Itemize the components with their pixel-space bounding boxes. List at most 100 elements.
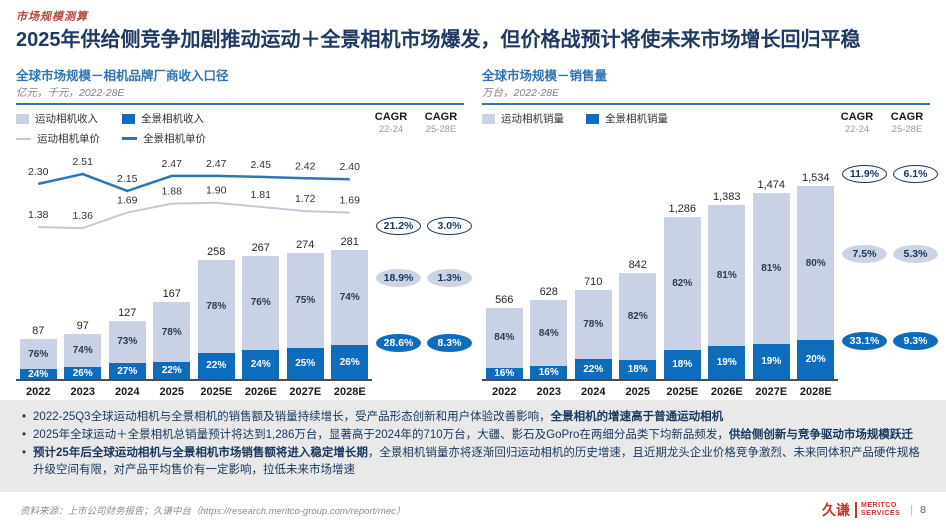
legend-label: 全景相机收入 xyxy=(141,113,204,125)
bar-segment: 18% xyxy=(663,349,701,379)
bar-total-label: 1,474 xyxy=(757,179,786,192)
bar-total-label: 274 xyxy=(296,239,315,251)
eyebrow-label: 市场规模测算 xyxy=(16,11,88,23)
bar-column: 87 76% 24% xyxy=(16,151,61,380)
cagr-col: CAGR 25-28E xyxy=(418,111,464,135)
legend-row: 运动相机收入 全景相机收入运动相机单价 全景相机单价 CAGR 22-24 CAGR… xyxy=(16,111,464,149)
legend-item: 全景相机单价 xyxy=(122,131,206,146)
x-axis-label: 2022 xyxy=(26,386,51,398)
bar-segment: 27% xyxy=(108,363,146,379)
bar-segment: 25% xyxy=(286,347,324,379)
bar-column: 167 78% 22% xyxy=(150,151,195,379)
bar-total-label: 1,534 xyxy=(801,171,830,184)
bar-segment: 26% xyxy=(331,345,369,379)
bar-column: 1,383 81% 19% xyxy=(705,151,750,379)
panel-rule xyxy=(482,103,930,105)
bar-segment: 22% xyxy=(153,362,191,379)
bar-total-label: 628 xyxy=(539,285,558,298)
legend-label: 全景相机单价 xyxy=(143,133,206,145)
revenue-chart-panel: 全球市场规模－相机品牌厂商收入口径 亿元，千元，2022-28E 运动相机收入全… xyxy=(16,65,472,414)
bar-plot: 566 84% 16% 628 84% 16% 710 78% 22% 842 82% 18% 1,28… xyxy=(482,151,838,381)
legend-item: 运动相机收入 xyxy=(16,111,100,126)
page-title: 2025年供给侧竞争加剧推动运动＋全景相机市场爆发，但价格战预计将使未来市场增长… xyxy=(16,29,861,51)
x-axis-label: 2025E xyxy=(200,386,233,398)
bullet-span: ，全景相机销量亦将逐渐回归运动相机的历史增速，且近期龙头企业价格竞争激烈、未来同… xyxy=(33,446,920,477)
bullet-emphasis: 预计25年后全球运动相机与全景相机市场销售额将进入稳定增长期 xyxy=(33,446,368,459)
bar-segment: 22% xyxy=(574,359,612,379)
bar-total-label: 281 xyxy=(340,235,359,248)
bar-total-label: 566 xyxy=(495,293,514,306)
legend-label: 全景相机销量 xyxy=(605,113,668,125)
bar-segment: 82% xyxy=(663,216,701,350)
cagr-col: CAGR 22-24 xyxy=(368,111,414,135)
x-axis-label: 2023 xyxy=(70,386,95,398)
cagr-badge: 28.6% xyxy=(376,334,421,352)
cagr-bubbles: 11.9% 6.1% 7.5% 5.3% 33.1% 9.3% xyxy=(842,151,938,381)
cagr-badge: 33.1% xyxy=(842,332,887,350)
page-divider: | xyxy=(910,504,914,516)
cagr-badge: 5.3% xyxy=(893,245,938,263)
legend-item: 全景相机销量 xyxy=(586,111,668,126)
bullet-span: 2025年全球运动＋全景相机总销量预计将达到1,286万台，显著高于2024年的… xyxy=(33,428,729,441)
bar-segment: 78% xyxy=(197,260,235,353)
legend-item: 运动相机单价 xyxy=(16,131,100,146)
x-axis-label: 2027E xyxy=(289,386,322,398)
bar-segment: 16% xyxy=(530,366,568,379)
bullet-item: • 预计25年后全球运动相机与全景相机市场销售额将进入稳定增长期，全景相机销量亦将… xyxy=(22,445,920,481)
x-axis-label: 2028E xyxy=(333,386,366,398)
bullet-text: 2022-25Q3全球运动相机与全景相机的销售额及销量持续增长，受产品形态创新和… xyxy=(33,409,723,427)
bar-total-label: 87 xyxy=(32,325,45,338)
bar-total-label: 127 xyxy=(118,306,137,319)
line-blue-legend-swatch xyxy=(122,137,137,140)
bar-segment: 81% xyxy=(752,193,790,344)
x-axis-label: 2025E xyxy=(666,386,699,398)
cagr-col: CAGR 25-28E xyxy=(884,111,930,135)
bullet-text: 2025年全球运动＋全景相机总销量预计将达到1,286万台，显著高于2024年的… xyxy=(33,427,913,445)
bar-total-label: 97 xyxy=(76,320,89,333)
chart-subtitle: 亿元，千元，2022-28E xyxy=(16,87,125,99)
bar-segment: 20% xyxy=(797,340,835,379)
x-axis-label: 2024 xyxy=(115,386,140,398)
page-number: 8 xyxy=(920,504,926,516)
bullet-span: 2022-25Q3全球运动相机与全景相机的销售额及销量持续增长，受产品形态创新和… xyxy=(33,411,551,423)
chart-subtitle: 万台，2022-28E xyxy=(482,87,560,99)
cagr-badge: 21.2% xyxy=(376,217,421,235)
bar-segment: 74% xyxy=(331,249,369,346)
cagr-bubbles: 21.2% 3.0% 18.9% 1.3% 28.6% 8.3% xyxy=(376,151,472,381)
bar-total-label: 258 xyxy=(207,246,226,259)
bar-column: 258 78% 22% xyxy=(194,151,239,379)
bar-column: 1,474 81% 19% xyxy=(749,151,794,379)
bullet-marker: • xyxy=(22,428,27,441)
meritco-logo: 久谦 MERITCO SERVICES | 8 xyxy=(822,500,926,520)
bullet-marker: • xyxy=(22,411,27,423)
source-note: 资料来源：上市公司财务报告；久谦中台（https://research.meri… xyxy=(20,506,406,517)
bar-total-label: 167 xyxy=(162,288,181,301)
bar-segment: 78% xyxy=(153,302,191,363)
bullet-item: • 2022-25Q3全球运动相机与全景相机的销售额及销量持续增长，受产品形态创新… xyxy=(22,409,920,427)
bar-segment: 73% xyxy=(108,320,146,364)
bar-light-legend-swatch xyxy=(16,113,29,124)
bullet-marker: • xyxy=(22,446,27,459)
bullet-text: 预计25年后全球运动相机与全景相机市场销售额将进入稳定增长期，全景相机销量亦将逐… xyxy=(33,445,920,481)
bar-segment: 81% xyxy=(708,204,746,346)
bar-segment: 26% xyxy=(64,367,102,379)
bar-column: 1,534 80% 20% xyxy=(794,151,839,379)
cagr-badge: 18.9% xyxy=(376,269,421,287)
legend: 运动相机收入 全景相机收入运动相机单价 全景相机单价 xyxy=(16,111,206,146)
bar-segment: 24% xyxy=(19,369,57,380)
bar-segment: 18% xyxy=(619,359,657,379)
x-axis-label: 2026E xyxy=(244,386,277,398)
cagr-title: CAGR xyxy=(374,111,408,123)
bar-column: 1,286 82% 18% xyxy=(660,151,705,379)
bar-segment: 75% xyxy=(286,253,324,348)
x-axis-label: 2026E xyxy=(710,386,743,398)
cagr-title: CAGR xyxy=(840,111,874,123)
legend-row: 运动相机销量 全景相机销量 CAGR 22-24 CAGR 25-28E xyxy=(482,111,930,149)
footer: 资料来源：上市公司财务报告；久谦中台（https://research.meri… xyxy=(0,500,946,520)
logo-en-text: MERITCO SERVICES xyxy=(855,501,900,519)
bar-total-label: 842 xyxy=(628,258,647,271)
bar-column: 710 78% 22% xyxy=(571,151,616,379)
bar-column: 628 84% 16% xyxy=(527,151,572,379)
